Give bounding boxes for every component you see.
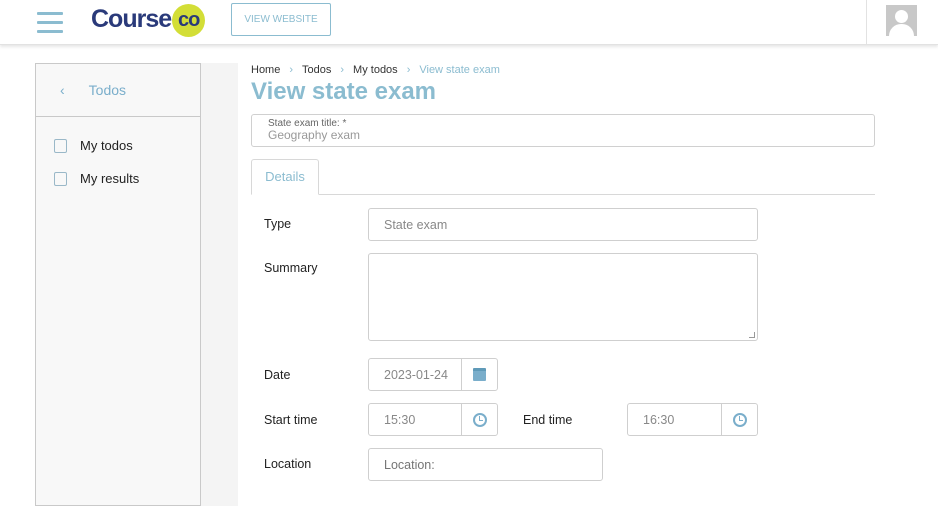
sidebar-item-my-results[interactable]: My results [36, 162, 200, 195]
avatar[interactable] [886, 5, 917, 36]
user-menu[interactable] [866, 0, 938, 45]
resize-handle-icon[interactable] [749, 332, 755, 338]
location-input[interactable] [368, 448, 603, 481]
end-time-label: End time [523, 413, 573, 427]
state-exam-title-field[interactable]: State exam title: * Geography exam [251, 114, 875, 147]
results-icon [54, 171, 67, 186]
summary-label: Summary [264, 261, 318, 275]
start-time-field[interactable]: 15:30 [368, 403, 498, 436]
divider-strip [201, 63, 238, 506]
date-picker-button[interactable] [461, 359, 497, 390]
type-field[interactable]: State exam [368, 208, 758, 241]
todos-icon [54, 138, 67, 153]
date-value: 2023-01-24 [384, 367, 448, 382]
end-time-picker-button[interactable] [721, 404, 757, 435]
summary-textarea[interactable] [368, 253, 758, 341]
type-label: Type [264, 217, 292, 231]
breadcrumb-current: View state exam [419, 64, 500, 76]
calendar-icon [473, 368, 486, 381]
breadcrumb-home[interactable]: Home [251, 64, 281, 76]
sidebar-back-label: Todos [88, 82, 127, 98]
sidebar-item-label: My results [80, 171, 140, 186]
logo-text: Course [91, 5, 172, 34]
page-title: View state exam [251, 78, 437, 105]
end-time-value: 16:30 [643, 412, 675, 427]
sidebar-back-todos[interactable]: ‹ Todos [36, 64, 200, 117]
location-label: Location [264, 457, 312, 471]
start-time-label: Start time [264, 413, 318, 427]
hamburger-menu-icon[interactable] [37, 12, 63, 39]
date-label: Date [264, 368, 291, 382]
date-field[interactable]: 2023-01-24 [368, 358, 498, 391]
sidebar-item-label: My todos [80, 138, 133, 153]
title-field-label: State exam title: * [268, 118, 347, 129]
chevron-left-icon: ‹ [60, 82, 65, 98]
logo-badge: co [172, 4, 206, 37]
sidebar-item-my-todos[interactable]: My todos [36, 129, 200, 162]
top-header: Course co VIEW WEBSITE [0, 0, 938, 45]
clock-icon [732, 412, 747, 427]
tab-details[interactable]: Details [251, 159, 319, 195]
clock-icon [472, 412, 487, 427]
breadcrumb: Home › Todos › My todos › View state exam [251, 64, 500, 76]
breadcrumb-todos[interactable]: Todos [302, 64, 332, 76]
start-time-picker-button[interactable] [461, 404, 497, 435]
title-field-value: Geography exam [268, 128, 361, 142]
end-time-field[interactable]: 16:30 [627, 403, 758, 436]
view-website-button[interactable]: VIEW WEBSITE [231, 3, 331, 36]
breadcrumb-my-todos[interactable]: My todos [353, 64, 398, 76]
sidebar: ‹ Todos My todos My results [35, 63, 201, 506]
type-value: State exam [384, 217, 448, 232]
start-time-value: 15:30 [384, 412, 416, 427]
tab-divider [251, 194, 875, 195]
logo[interactable]: Course co [91, 4, 206, 37]
